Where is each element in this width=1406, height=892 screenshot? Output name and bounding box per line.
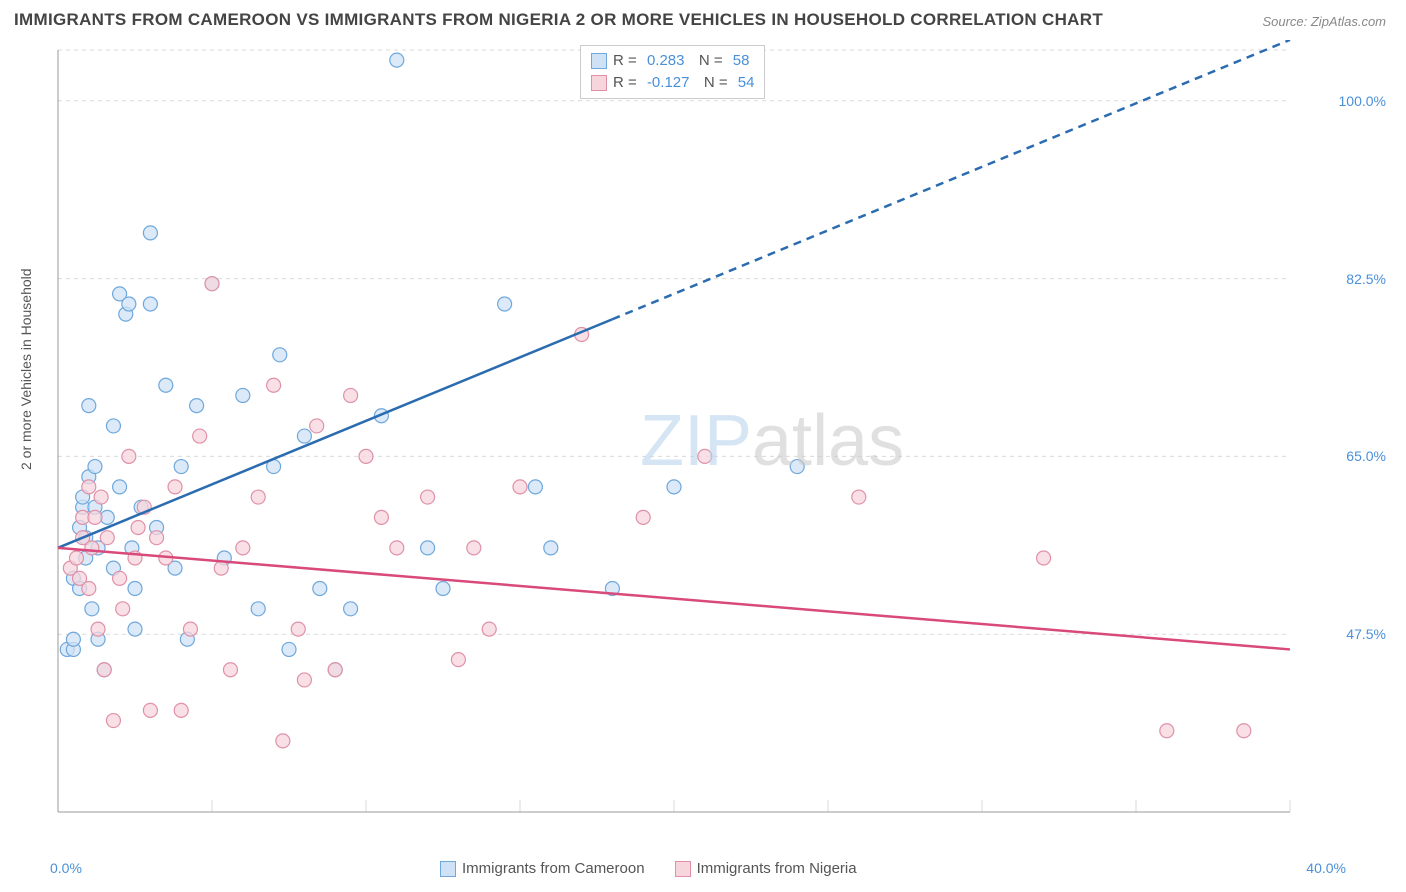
watermark-zip: ZIP bbox=[640, 401, 752, 481]
legend-swatch bbox=[440, 861, 456, 877]
legend-series-label: Immigrants from Nigeria bbox=[697, 860, 857, 877]
legend-swatch bbox=[591, 53, 607, 69]
x-tick-label: 40.0% bbox=[1306, 860, 1346, 876]
legend-r-value: 0.283 bbox=[647, 50, 685, 72]
legend-r-label: R = bbox=[613, 72, 641, 94]
legend-swatch bbox=[591, 75, 607, 91]
watermark: ZIPatlas bbox=[640, 400, 904, 482]
legend-r-value: -0.127 bbox=[647, 72, 690, 94]
y-axis-label: 2 or more Vehicles in Household bbox=[18, 268, 34, 470]
legend-n-value: 54 bbox=[738, 72, 755, 94]
chart-title: IMMIGRANTS FROM CAMEROON VS IMMIGRANTS F… bbox=[14, 10, 1103, 30]
legend-series-label: Immigrants from Cameroon bbox=[462, 860, 645, 877]
legend-swatch bbox=[675, 861, 691, 877]
legend-r-label: R = bbox=[613, 50, 641, 72]
legend-n-label: N = bbox=[690, 50, 726, 72]
y-tick-label: 47.5% bbox=[1346, 626, 1386, 642]
correlation-legend: R = 0.283 N = 58 R = -0.127 N = 54 bbox=[580, 45, 765, 99]
source-attribution: Source: ZipAtlas.com bbox=[1262, 14, 1386, 29]
y-tick-label: 65.0% bbox=[1346, 448, 1386, 464]
watermark-atlas: atlas bbox=[752, 401, 904, 481]
series-legend: Immigrants from Cameroon Immigrants from … bbox=[440, 860, 857, 877]
x-tick-label: 0.0% bbox=[50, 860, 82, 876]
y-tick-label: 82.5% bbox=[1346, 271, 1386, 287]
legend-n-label: N = bbox=[695, 72, 731, 94]
legend-n-value: 58 bbox=[733, 50, 750, 72]
y-tick-label: 100.0% bbox=[1339, 93, 1386, 109]
